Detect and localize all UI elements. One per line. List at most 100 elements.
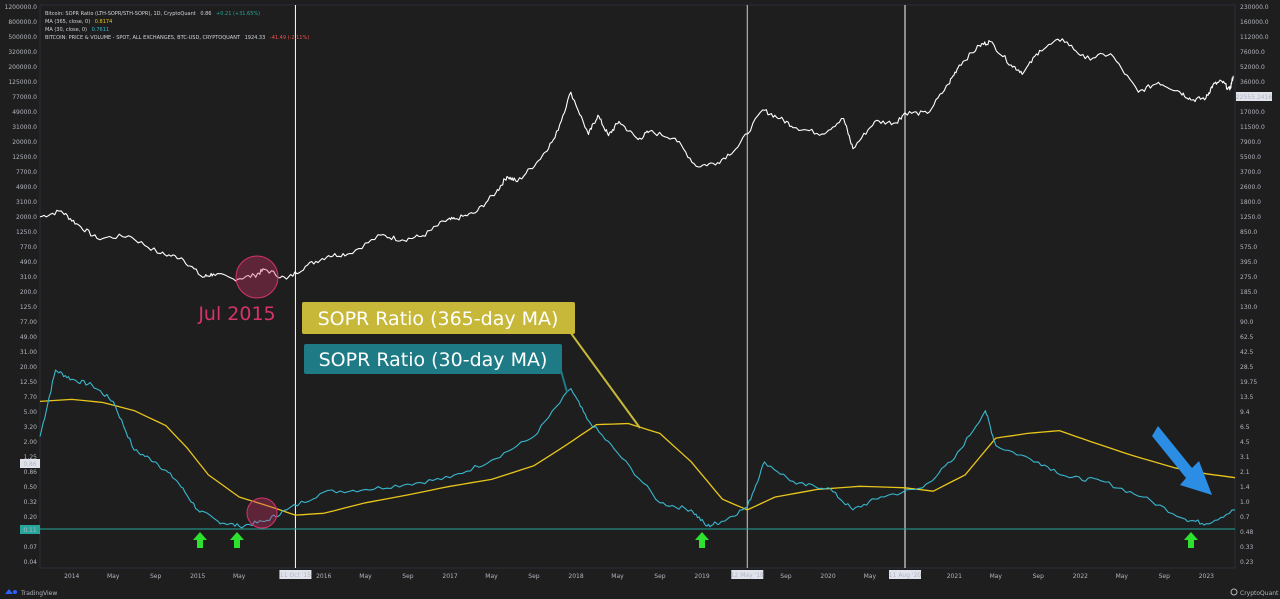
right-axis-tick: 17000.0 xyxy=(1240,109,1265,116)
x-axis-tick: May xyxy=(485,573,498,580)
left-axis-tick: 77.00 xyxy=(20,319,37,326)
left-axis-tick: 770.0 xyxy=(20,244,37,251)
up-arrow-icon xyxy=(1184,532,1198,548)
right-axis-tick: 0.33 xyxy=(1240,544,1254,551)
legend-line-1-value: 0.86 xyxy=(200,11,211,17)
left-axis-tick: 31000.0 xyxy=(12,124,37,131)
right-axis-tick: 42.5 xyxy=(1240,349,1254,356)
legend-line-4-value: 1924.33 xyxy=(245,35,266,41)
x-axis-tick: 2015 xyxy=(190,573,205,580)
left-axis-tick: 200000.0 xyxy=(8,64,37,71)
left-axis-tick: 310.0 xyxy=(20,274,37,281)
right-axis-tick: 62.5 xyxy=(1240,334,1254,341)
left-axis-tick: 125000.0 xyxy=(8,79,37,86)
x-axis-tick: 2014 xyxy=(64,573,79,580)
x-axis-tick: Sep xyxy=(1033,573,1045,580)
right-axis-tick: 0.48 xyxy=(1240,529,1254,536)
right-price-axis: 230000.0 160000.0 112000.0 76000.0 52000.0 36… xyxy=(1240,4,1269,566)
x-axis-tick: 2021 xyxy=(947,573,962,580)
right-axis-tick: 275.0 xyxy=(1240,274,1257,281)
date-markers: 11 Oct '15 12 May '19 11 Aug '20 xyxy=(279,5,921,579)
right-axis-tick: 76000.0 xyxy=(1240,49,1265,56)
left-axis-tick: 7.70 xyxy=(24,394,38,401)
legend-line-4-change: -41.49 (-2.11%) xyxy=(270,35,309,41)
x-axis-tick: 2016 xyxy=(316,573,331,580)
jul-2015-price-highlight xyxy=(235,255,279,299)
right-axis-tick: 850.0 xyxy=(1240,229,1257,236)
left-axis-tick: 0.32 xyxy=(24,499,38,506)
tradingview-brand[interactable]: TradingView xyxy=(20,590,57,597)
date-marker-tag xyxy=(889,570,922,579)
svg-text:Bitcoin: SOPR Ratio (LTH-SOPR/: Bitcoin: SOPR Ratio (LTH-SOPR/STH-SOPR),… xyxy=(45,11,260,17)
x-axis-tick: Sep xyxy=(402,573,414,580)
right-axis-tick: 395.0 xyxy=(1240,259,1257,266)
right-axis-tick: 52000.0 xyxy=(1240,64,1265,71)
left-axis-tick: 0.86 xyxy=(24,469,38,476)
right-axis-tick: 1.4 xyxy=(1240,484,1250,491)
x-axis-tick: May xyxy=(233,573,246,580)
right-axis-tick: 3700.0 xyxy=(1240,169,1261,176)
x-axis-tick: 2020 xyxy=(820,573,835,580)
date-marker-label: 11 Oct '15 xyxy=(280,572,311,579)
up-arrow-icon xyxy=(193,532,207,548)
right-axis-tick: 90.0 xyxy=(1240,319,1254,326)
x-axis-tick: May xyxy=(611,573,624,580)
ma30-line xyxy=(39,369,1235,529)
left-axis-tick: 12.50 xyxy=(20,379,37,386)
legend-line-2-text: MA (365, close, 0) xyxy=(45,19,90,25)
right-axis-tick: 1800.0 xyxy=(1240,199,1261,206)
label-30-text: SOPR Ratio (30-day MA) xyxy=(319,349,548,371)
plot-area[interactable] xyxy=(39,4,1236,569)
left-axis-tick: 49.00 xyxy=(20,334,37,341)
left-axis-tick: 0.20 xyxy=(24,514,38,521)
right-axis-tick: 7900.0 xyxy=(1240,139,1261,146)
left-axis-tick: 1.25 xyxy=(24,454,38,461)
up-arrow-icon xyxy=(230,532,244,548)
x-axis-tick: Sep xyxy=(150,573,162,580)
left-axis-tick: 0.04 xyxy=(24,559,38,566)
right-axis-tick: 130.0 xyxy=(1240,304,1257,311)
right-axis-tick: 2.1 xyxy=(1240,469,1250,476)
x-axis-tick: May xyxy=(359,573,372,580)
right-current-value-tag: 22555.2416 xyxy=(1236,92,1272,101)
left-axis-tick: 20000.0 xyxy=(12,139,37,146)
left-axis-tick: 490.0 xyxy=(20,259,37,266)
left-axis-tick: 7700.0 xyxy=(16,169,37,176)
cryptoquant-brand: CryptoQuant xyxy=(1240,590,1279,597)
left-price-axis: 1200000.0 800000.0 500000.0 320000.0 200000.… xyxy=(5,4,38,566)
x-axis-tick: 2018 xyxy=(568,573,583,580)
jul-2015-label: Jul 2015 xyxy=(197,303,275,325)
right-axis-tick: 13.5 xyxy=(1240,394,1254,401)
date-marker-tag xyxy=(279,570,312,579)
svg-text:MA (30, close, 0) 0.7611: MA (30, close, 0) 0.7611 xyxy=(45,27,109,33)
left-axis-tick: 500000.0 xyxy=(8,34,37,41)
left-axis-tick: 1200000.0 xyxy=(5,4,38,11)
x-axis-tick: Sep xyxy=(528,573,540,580)
legend-line-2-value: 0.8174 xyxy=(95,19,113,25)
down-right-arrow-icon xyxy=(1152,426,1212,495)
left-axis-tick: 12500.0 xyxy=(12,154,37,161)
tradingview-logo-icon[interactable] xyxy=(5,589,17,594)
right-axis-tick: 160000.0 xyxy=(1240,19,1269,26)
right-axis-tick: 36000.0 xyxy=(1240,79,1265,86)
left-baseline-text: 0.11 xyxy=(23,527,37,534)
right-axis-tick: 1.0 xyxy=(1240,499,1250,506)
x-axis-tick: May xyxy=(864,573,877,580)
left-axis-tick: 3.20 xyxy=(24,424,38,431)
left-axis-tick: 200.0 xyxy=(20,289,37,296)
time-axis: 2014 May Sep 2015 May 2016 May Sep 2017 May Sep 201… xyxy=(64,573,1214,580)
svg-text:MA (365, close, 0) 0.817: MA (365, close, 0) 0.8174 xyxy=(45,19,112,25)
x-axis-tick: 2019 xyxy=(694,573,709,580)
left-current-value-tag: 0.86 xyxy=(20,459,40,468)
left-axis-tick: 800000.0 xyxy=(8,19,37,26)
right-axis-tick: 0.23 xyxy=(1240,559,1254,566)
x-axis-tick: 2017 xyxy=(442,573,457,580)
right-axis-tick: 19.75 xyxy=(1240,379,1257,386)
right-axis-tick: 11500.0 xyxy=(1240,124,1265,131)
legend-line-1-text: Bitcoin: SOPR Ratio (LTH-SOPR/STH-SOPR),… xyxy=(45,11,196,17)
left-axis-tick: 1250.0 xyxy=(16,229,37,236)
right-axis-tick: 4.5 xyxy=(1240,439,1250,446)
left-axis-tick: 320000.0 xyxy=(8,49,37,56)
legend-line-3-text: MA (30, close, 0) xyxy=(45,27,87,33)
